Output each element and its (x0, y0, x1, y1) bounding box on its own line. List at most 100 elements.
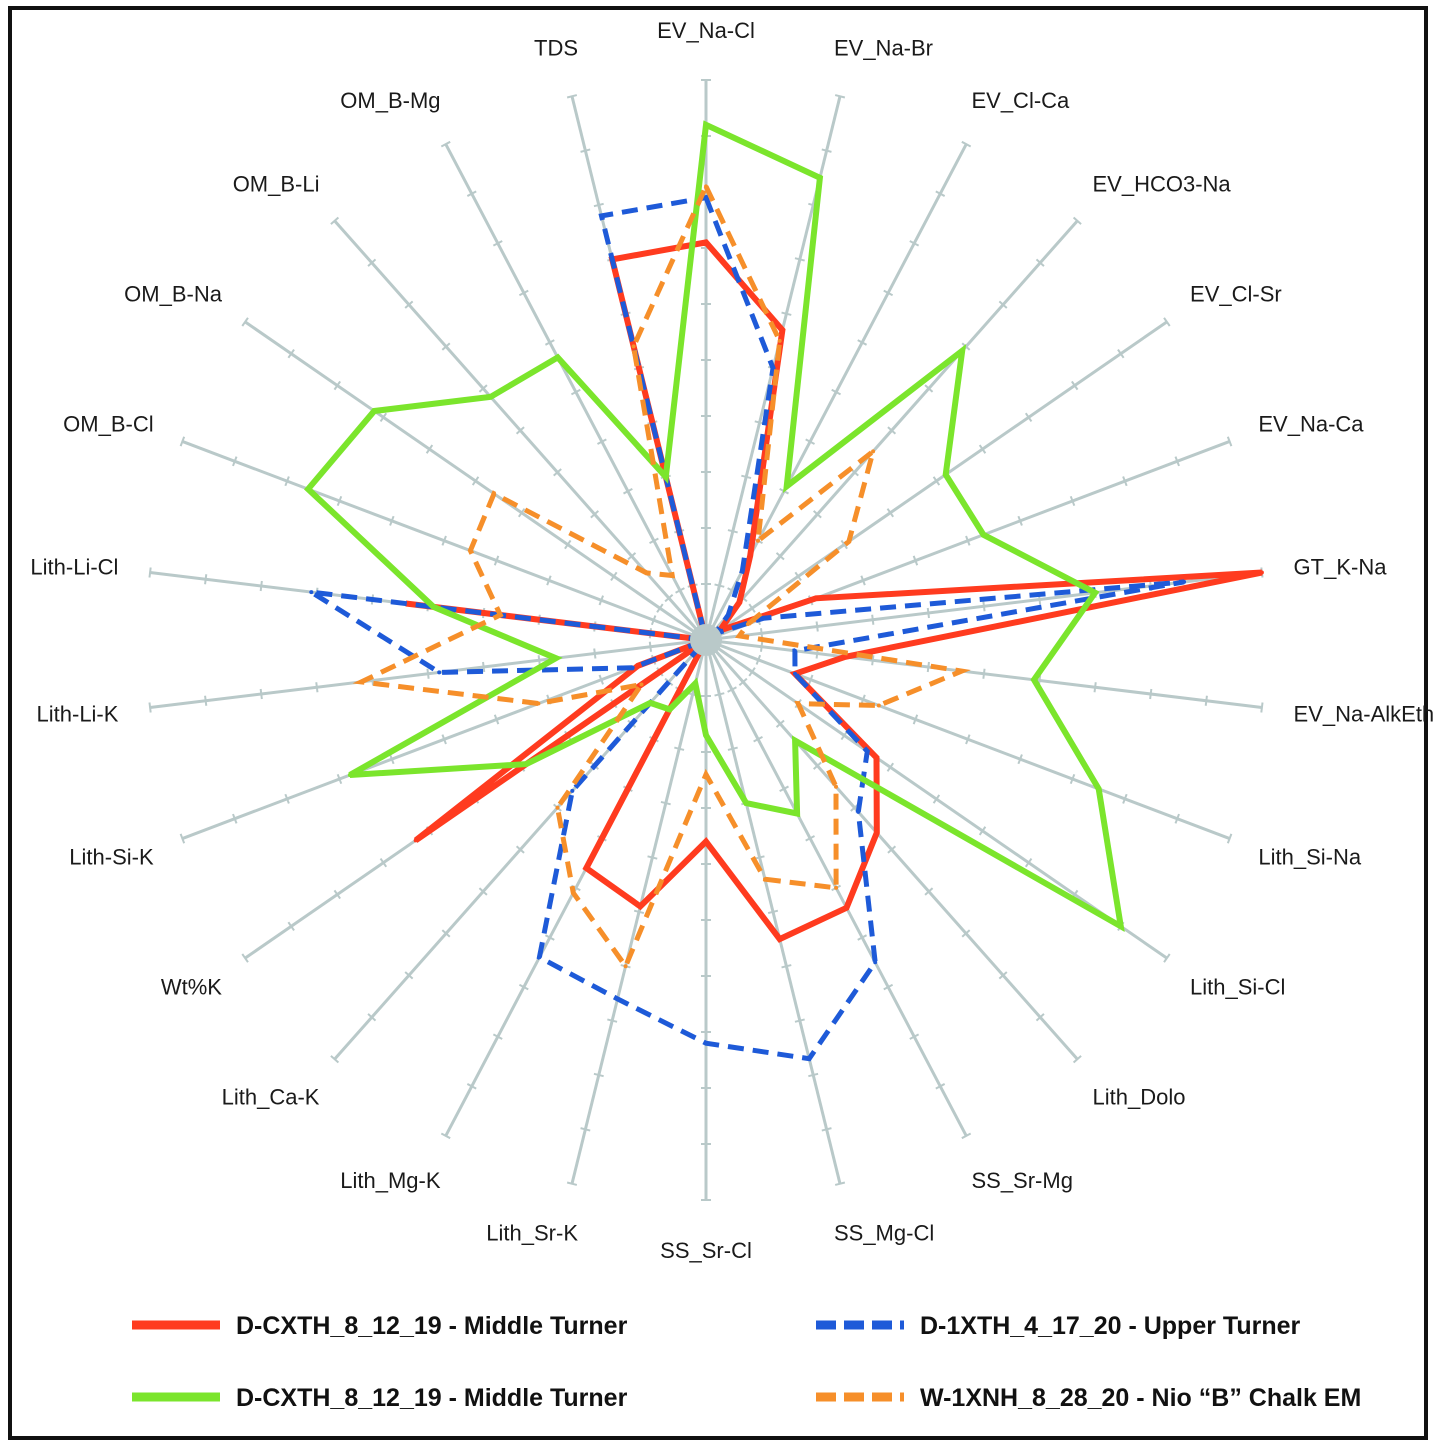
series-3-point-ss-sr-mg (795, 811, 800, 816)
axis-tick-lith-ca-k (404, 971, 414, 980)
series-2-point-gt-k-na (1182, 579, 1187, 584)
series-4-point-lith-dolo (834, 784, 838, 789)
axis-tick-lith-sr-k (633, 909, 645, 915)
series-4-point-lith-si-k (536, 701, 541, 706)
axis-tick-ev-na-alketh (926, 661, 930, 673)
series-3-point-lith-ca-k (648, 700, 653, 705)
axis-label-om-b-cl: OM_B-Cl (63, 412, 153, 437)
series-2-point-lith-sr-k (615, 996, 620, 1001)
axis-tick-om-b-na (379, 412, 388, 423)
axis-tick-om-b-li (367, 258, 377, 267)
axis-label-gt-k-na: GT_K-Na (1294, 554, 1388, 579)
axis-tick-om-b-cl (284, 476, 290, 487)
series-2 (309, 194, 1187, 1062)
series-4-point-om-b-li (644, 570, 649, 575)
series-3-point-ev-hco3-na (960, 348, 965, 353)
axis-tick-ev-na-ca (1069, 495, 1076, 507)
axis-tick-ss-mg-cl (754, 855, 765, 860)
axis-tick-ev-cl-sr (978, 444, 987, 454)
axis-tick-lith-ca-k (515, 845, 525, 854)
legend-label-4: W-1XNH_8_28_20 - Nio “B” Chalk EM (920, 1384, 1361, 1412)
series-2-point-lith-si-na (793, 671, 797, 676)
series-4-point-lith-li-cl (498, 613, 503, 617)
axis-tick-lith-si-na (912, 714, 919, 725)
axis-tick-lith-si-na (1069, 773, 1076, 785)
axis-tick-ev-na-br (821, 148, 832, 153)
series-4-point-ev-na-alketh (959, 669, 964, 674)
axis-tick-ev-na-ca (1226, 436, 1233, 447)
axis-label-ss-sr-mg: SS_Sr-Mg (971, 1168, 1072, 1193)
axis-tick-ev-na-ca (860, 575, 866, 586)
axis-tick-ev-na-ca (1174, 456, 1180, 467)
axis-label-om-b-li: OM_B-Li (233, 171, 320, 196)
series-1-point-ss-mg-cl (777, 937, 782, 942)
axis-tick-ev-hco3-na (998, 300, 1008, 309)
axis-label-lith-dolo: Lith_Dolo (1093, 1085, 1186, 1110)
axis-tick-om-b-li (478, 384, 488, 393)
axis-tick-wtpctk (379, 857, 388, 868)
axis-tick-ss-mg-cl (714, 692, 725, 697)
axis-tick-lith-si-na (1226, 833, 1233, 844)
axis-tick-ev-cl-sr (886, 508, 895, 518)
axis-tick-om-b-na (656, 603, 664, 613)
axis-tick-ss-mg-cl (794, 1018, 805, 1023)
legend-label-1: D-CXTH_8_12_19 - Middle Turner (236, 1312, 628, 1340)
axis-tick-lith-dolo (1072, 1055, 1082, 1064)
axis-tick-ev-hco3-na (1072, 216, 1082, 225)
series-3-point-ss-mg-cl (744, 801, 749, 806)
axis-tick-gt-k-na (982, 601, 986, 612)
axis-label-lith-si-na: Lith_Si-Na (1258, 844, 1361, 869)
axis-tick-lith-dolo (961, 929, 971, 938)
axis-tick-ss-sr-mg (779, 785, 789, 792)
series-3-point-wtpctk (524, 762, 529, 767)
axis-tick-om-b-na (517, 508, 526, 518)
axis-tick-lith-mg-k (518, 983, 529, 991)
axis-tick-lith-li-cl (259, 580, 263, 592)
axis-tick-lith-li-k (204, 695, 208, 706)
series-4-point-ev-na-br (777, 338, 782, 343)
axis-tick-ev-na-alketh (1093, 682, 1097, 693)
legend-item-3: D-CXTH_8_12_19 - Middle Turner (132, 1384, 628, 1412)
axis-tick-ev-na-br (727, 529, 738, 534)
series-line-2 (309, 194, 1185, 1062)
axis-tick-ev-na-alketh (759, 641, 764, 652)
axis-tick-ss-sr-mg (935, 1083, 946, 1090)
series-3-point-lith-sr-k (693, 681, 698, 686)
axis-tick-ev-hco3-na (1035, 258, 1045, 267)
axis-label-ev-cl-ca: EV_Cl-Ca (971, 88, 1070, 113)
axis-tick-lith-sr-k (580, 1127, 591, 1132)
axis-tick-lith-si-cl (840, 730, 848, 741)
axis-tick-om-b-mg (570, 388, 581, 396)
series-3-point-ev-cl-ca (784, 484, 789, 489)
axis-tick-lith-sr-k (566, 1181, 578, 1186)
axis-tick-om-b-mg (597, 438, 607, 445)
legend: D-CXTH_8_12_19 - Middle Turner D-1XTH_4_1… (132, 1312, 1361, 1412)
axis-label-ev-na-alketh: EV_Na-AlkEth (1294, 702, 1435, 727)
series-2-point-ev-hco3-na (726, 612, 731, 617)
series-3-point-ss-sr-cl (704, 733, 708, 738)
axis-tick-om-b-cl (493, 555, 500, 566)
series-1-point-ev-cl-ca (748, 553, 753, 558)
axis-tick-om-b-na (425, 444, 434, 454)
axis-tick-om-b-na (564, 539, 572, 550)
axis-tick-wtpctk (241, 953, 249, 963)
chart-frame (8, 6, 1428, 1440)
axis-label-lith-si-k: Lith-Si-K (69, 844, 154, 869)
legend-label-2: D-1XTH_4_17_20 - Upper Turner (920, 1312, 1300, 1340)
axis-tick-ev-cl-sr (1071, 380, 1079, 391)
axis-label-ev-na-ca: EV_Na-Ca (1258, 412, 1364, 437)
series-1-point-ss-sr-mg (844, 905, 849, 910)
series-3-point-gt-k-na (1093, 590, 1098, 595)
series-3-point-ev-na-br (817, 175, 822, 180)
axis-tick-lith-mg-k (492, 1033, 503, 1040)
axis-tick-ev-cl-sr (1163, 317, 1171, 327)
series-2-point-ss-mg-cl (807, 1056, 812, 1061)
axis-tick-ev-cl-ca (831, 388, 842, 396)
legend-item-1: D-CXTH_8_12_19 - Middle Turner (132, 1312, 628, 1340)
axis-tick-ev-na-br (741, 474, 752, 480)
axis-tick-ev-na-alketh (982, 668, 986, 679)
axis-tick-lith-li-k (482, 661, 486, 673)
series-3 (303, 120, 1125, 933)
axis-tick-om-b-cl (598, 595, 604, 606)
axis-label-lith-si-cl: Lith_Si-Cl (1190, 975, 1285, 1000)
